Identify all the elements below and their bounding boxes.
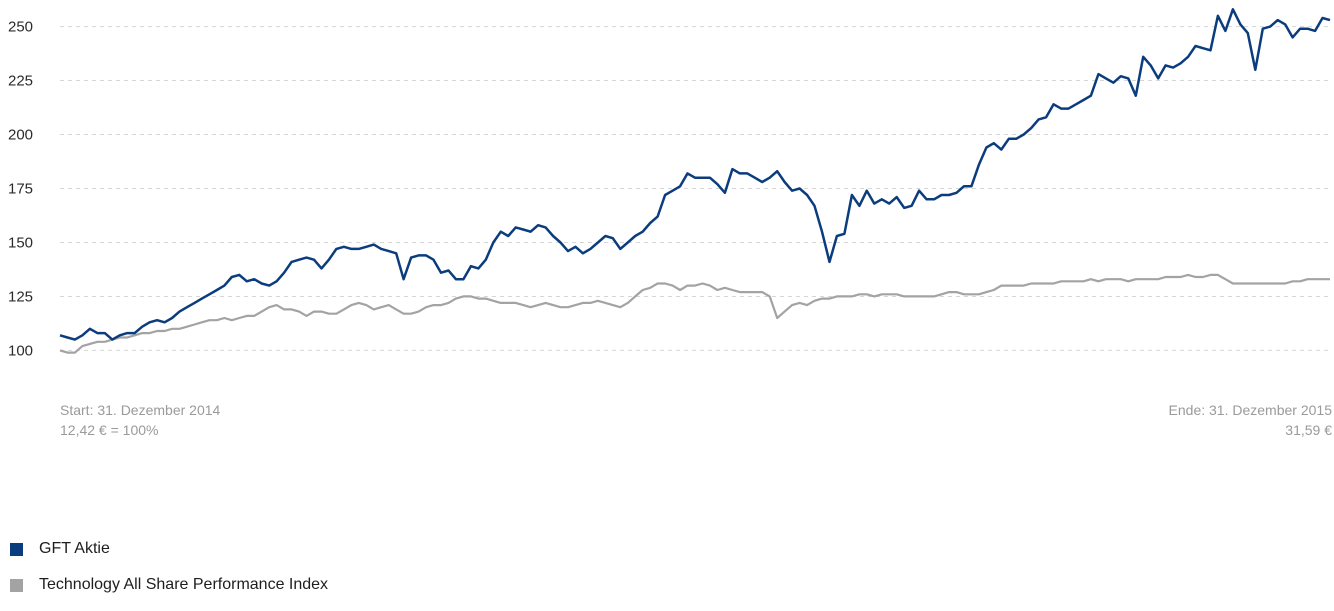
- legend-label-gft: GFT Aktie: [39, 540, 110, 557]
- end-annotation: Ende: 31. Dezember 2015 31,59 €: [1169, 400, 1332, 440]
- y-tick-label-100: 100: [8, 342, 33, 359]
- grid: [60, 26, 1330, 351]
- end-value-label: 31,59 €: [1285, 422, 1332, 438]
- end-date-label: Ende: 31. Dezember 2015: [1168, 402, 1332, 418]
- series-line-gft-aktie: [59, 8, 1331, 341]
- legend-swatch-gft: [10, 542, 23, 556]
- legend-swatch-index: [10, 578, 23, 592]
- legend-item-index[interactable]: Technology All Share Performance Index: [10, 575, 328, 595]
- line-chart: 100 125 150 175 200 225 250: [8, 8, 1331, 360]
- series-line-technology-index: [59, 273, 1330, 354]
- y-tick-label-200: 200: [8, 127, 33, 144]
- legend-item-gft[interactable]: GFT Aktie: [10, 539, 328, 559]
- y-tick-label-250: 250: [8, 19, 33, 36]
- y-tick-label-175: 175: [8, 181, 33, 198]
- y-axis-ticks: 100 125 150 175 200 225 250: [8, 19, 33, 360]
- legend: GFT Aktie Technology All Share Performan…: [10, 539, 328, 611]
- start-annotation: Start: 31. Dezember 2014 12,42 € = 100%: [60, 400, 220, 440]
- legend-label-index: Technology All Share Performance Index: [39, 576, 329, 593]
- series-lines: [59, 8, 1331, 354]
- y-tick-label-150: 150: [8, 234, 33, 251]
- y-tick-label-125: 125: [8, 288, 33, 305]
- y-tick-label-225: 225: [8, 73, 33, 90]
- start-date-label: Start: 31. Dezember 2014: [60, 402, 221, 418]
- start-value-label: 12,42 € = 100%: [60, 422, 159, 438]
